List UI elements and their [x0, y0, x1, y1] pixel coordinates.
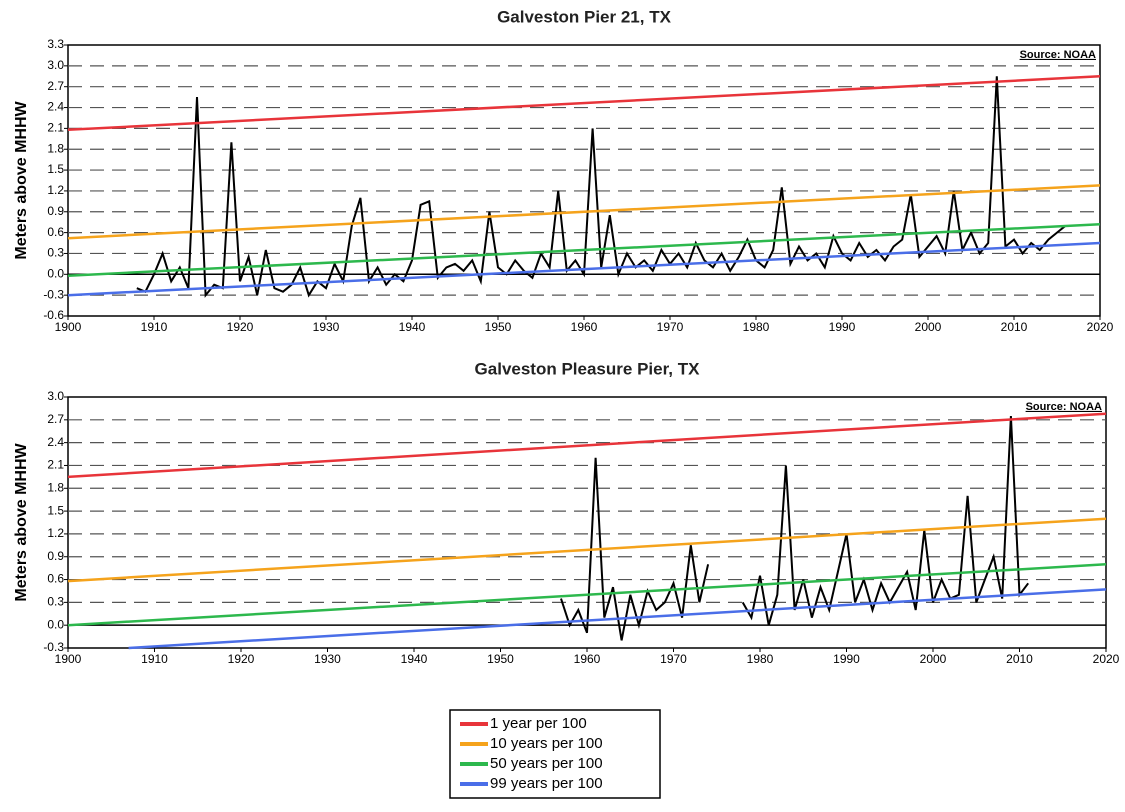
series-line — [67, 563, 1107, 627]
chart-title: Galveston Pier 21, TX — [497, 7, 672, 26]
x-tick-label: 1970 — [657, 320, 684, 334]
x-tick-label: 1920 — [227, 320, 254, 334]
x-tick-label: 2000 — [920, 652, 947, 666]
x-tick-label: 1930 — [313, 320, 340, 334]
plot-area — [67, 396, 1107, 649]
y-tick-label: -0.3 — [43, 640, 64, 654]
x-tick-label: 1990 — [829, 320, 856, 334]
y-tick-label: 0.6 — [47, 225, 64, 239]
y-tick-label: 0.0 — [47, 266, 64, 280]
y-tick-label: 0.9 — [47, 204, 64, 218]
y-tick-label: 1.5 — [47, 503, 64, 517]
legend-label: 99 years per 100 — [490, 775, 603, 792]
x-tick-label: 2010 — [1001, 320, 1028, 334]
series-line — [67, 241, 1101, 297]
y-tick-label: 3.0 — [47, 389, 64, 403]
y-tick-label: 2.4 — [47, 435, 64, 449]
y-tick-label: 2.1 — [47, 121, 64, 135]
x-tick-label: 2020 — [1087, 320, 1114, 334]
series-line — [67, 223, 1101, 277]
y-tick-label: 0.3 — [47, 246, 64, 260]
series-line — [67, 517, 1107, 583]
x-tick-label: 1920 — [228, 652, 255, 666]
legend-label: 50 years per 100 — [490, 755, 603, 772]
series-line — [67, 412, 1107, 479]
y-tick-label: 3.3 — [47, 37, 64, 51]
y-tick-label: 1.2 — [47, 183, 64, 197]
x-tick-label: 2020 — [1093, 652, 1120, 666]
y-tick-label: 2.7 — [47, 79, 64, 93]
y-tick-label: 0.3 — [47, 595, 64, 609]
x-tick-label: 1910 — [141, 320, 168, 334]
y-tick-label: 2.1 — [47, 458, 64, 472]
x-tick-label: 1900 — [55, 652, 82, 666]
x-tick-label: 1960 — [574, 652, 601, 666]
y-tick-label: 1.8 — [47, 480, 64, 494]
x-tick-label: 1990 — [833, 652, 860, 666]
x-tick-label: 1970 — [660, 652, 687, 666]
legend-label: 1 year per 100 — [490, 715, 587, 732]
y-tick-label: 1.5 — [47, 162, 64, 176]
y-axis-label: Meters above MHHW — [13, 100, 30, 259]
source-note: Source: NOAA — [1026, 401, 1102, 413]
x-tick-label: 1940 — [401, 652, 428, 666]
legend-label: 10 years per 100 — [490, 735, 603, 752]
series-line — [67, 75, 1101, 132]
source-note: Source: NOAA — [1020, 49, 1096, 61]
x-tick-label: 1950 — [487, 652, 514, 666]
x-tick-label: 2000 — [915, 320, 942, 334]
y-tick-label: 3.0 — [47, 58, 64, 72]
y-tick-label: 1.2 — [47, 526, 64, 540]
x-tick-label: 1980 — [743, 320, 770, 334]
series-line — [67, 184, 1101, 240]
y-tick-label: 0.9 — [47, 549, 64, 563]
y-tick-label: 0.6 — [47, 572, 64, 586]
y-tick-label: -0.6 — [43, 308, 64, 322]
y-axis-label: Meters above MHHW — [13, 442, 30, 601]
y-tick-label: 0.0 — [47, 617, 64, 631]
series-line — [128, 588, 1107, 650]
x-tick-label: 2010 — [1006, 652, 1033, 666]
x-tick-label: 1980 — [747, 652, 774, 666]
chart-title: Galveston Pleasure Pier, TX — [475, 359, 701, 378]
y-tick-label: 2.4 — [47, 100, 64, 114]
x-tick-label: 1940 — [399, 320, 426, 334]
x-tick-label: 1910 — [141, 652, 168, 666]
x-tick-label: 1950 — [485, 320, 512, 334]
y-tick-label: 2.7 — [47, 412, 64, 426]
x-tick-label: 1900 — [55, 320, 82, 334]
x-tick-label: 1930 — [314, 652, 341, 666]
y-tick-label: 1.8 — [47, 141, 64, 155]
x-tick-label: 1960 — [571, 320, 598, 334]
y-tick-label: -0.3 — [43, 287, 64, 301]
